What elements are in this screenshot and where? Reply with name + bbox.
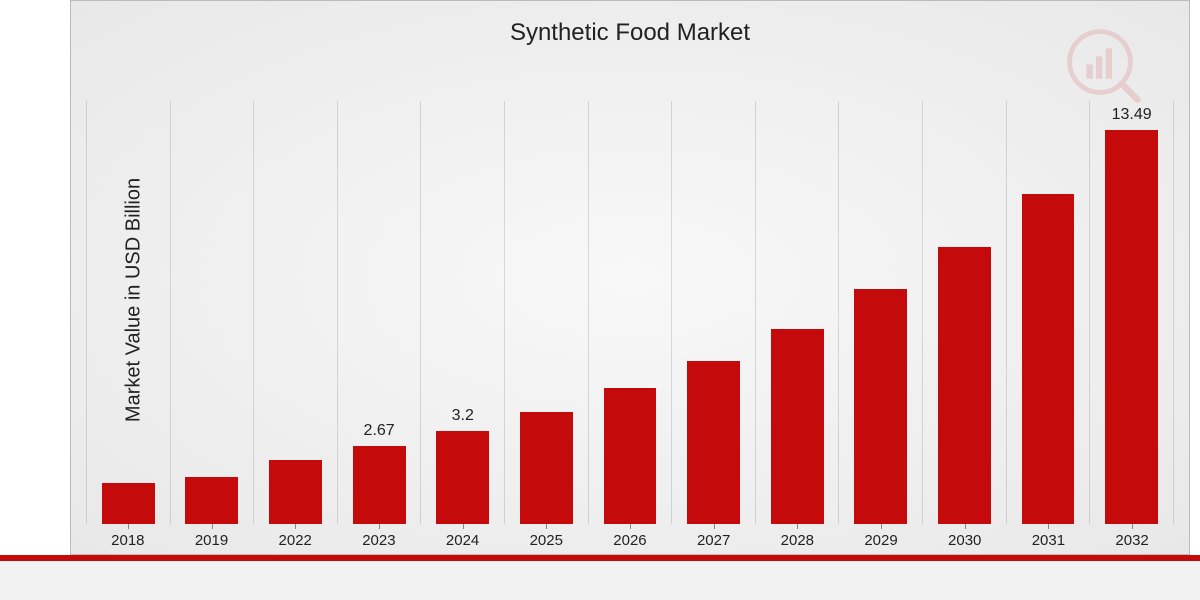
x-tick-label: 2022 — [253, 524, 337, 554]
bar — [604, 388, 657, 524]
x-tick-label: 2030 — [923, 524, 1007, 554]
bar: 3.2 — [436, 431, 489, 524]
watermark-logo-icon — [1064, 26, 1144, 106]
bar-slot — [671, 101, 755, 524]
x-axis: 2018201920222023202420252026202720282029… — [86, 524, 1174, 554]
x-tick-label: 2027 — [672, 524, 756, 554]
bar: 2.67 — [353, 446, 406, 524]
bar — [520, 412, 573, 524]
bar-slot — [755, 101, 839, 524]
bar-slot — [504, 101, 588, 524]
x-tick-label: 2019 — [170, 524, 254, 554]
bar — [1022, 194, 1075, 524]
chart-title: Synthetic Food Market — [71, 19, 1189, 47]
bar — [185, 477, 238, 524]
bar — [771, 329, 824, 524]
y-axis-label: Market Value in USD Billion — [123, 178, 146, 422]
bar — [269, 460, 322, 524]
bar-slot — [922, 101, 1006, 524]
bar-slot — [170, 101, 254, 524]
bar — [938, 247, 991, 524]
x-tick-label: 2031 — [1007, 524, 1091, 554]
x-tick-label: 2018 — [86, 524, 170, 554]
bar-slot — [253, 101, 337, 524]
chart-container: Synthetic Food Market 2.673.213.49 20182… — [0, 0, 1200, 600]
plot-area: Synthetic Food Market 2.673.213.49 20182… — [70, 0, 1190, 555]
bar-slot: 3.2 — [420, 101, 504, 524]
x-tick-label: 2032 — [1090, 524, 1174, 554]
bar: 13.49 — [1105, 130, 1158, 524]
bar — [854, 289, 907, 524]
footer-body — [0, 561, 1200, 600]
bar-slot — [588, 101, 672, 524]
x-tick-label: 2029 — [839, 524, 923, 554]
bar-value-label: 3.2 — [436, 407, 489, 431]
x-tick-label: 2028 — [756, 524, 840, 554]
x-tick-label: 2023 — [337, 524, 421, 554]
bars-region: 2.67 3.2 13.49 — [86, 101, 1174, 524]
bar-value-label: 2.67 — [353, 422, 406, 446]
bar-value-label: 13.49 — [1105, 106, 1158, 130]
footer-strip — [0, 555, 1200, 600]
bar-slot — [838, 101, 922, 524]
x-tick-label: 2026 — [588, 524, 672, 554]
bar-slot: 2.67 — [337, 101, 421, 524]
bar — [687, 361, 740, 524]
bar — [102, 483, 155, 524]
x-tick-label: 2024 — [421, 524, 505, 554]
bar-slot — [1006, 101, 1090, 524]
x-tick-label: 2025 — [504, 524, 588, 554]
bar-slot: 13.49 — [1089, 101, 1174, 524]
